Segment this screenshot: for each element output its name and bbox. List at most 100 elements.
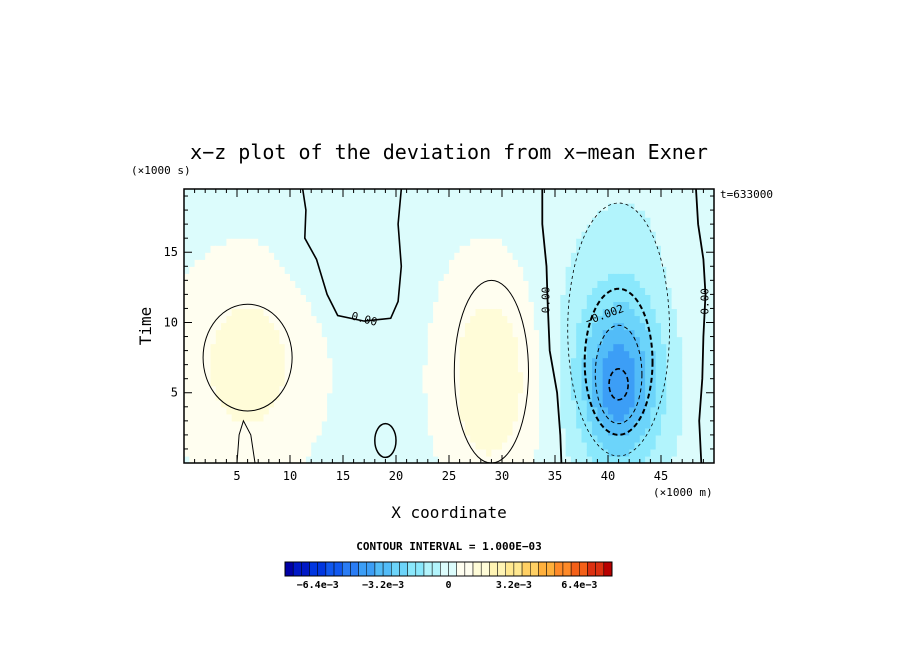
heatmap-cell [311,196,318,204]
heatmap-cell [512,434,519,443]
heatmap-cell [671,231,678,239]
heatmap-cell [226,329,233,338]
heatmap-cell [682,357,689,366]
heatmap-cell [565,385,572,394]
heatmap-cell [385,322,392,331]
heatmap-cell [438,245,445,253]
heatmap-cell [634,448,641,457]
heatmap-cell [491,301,498,310]
heatmap-cell [311,455,318,463]
heatmap-cell [427,413,434,422]
heatmap-cell [279,371,286,380]
heatmap-cell [634,434,641,443]
heatmap-cell [507,378,514,387]
heatmap-cell [374,343,381,352]
heatmap-cell [411,434,418,443]
heatmap-cell [618,245,625,253]
heatmap-cell [592,308,598,317]
heatmap-cell [480,448,487,457]
colorbar-swatch [497,561,506,577]
heatmap-cell [523,273,530,281]
heatmap-cell [576,301,583,310]
heatmap-cell [655,238,662,246]
heatmap-cell [475,224,482,232]
heatmap-cell [650,364,657,373]
heatmap-cell [364,392,371,401]
heatmap-cell [327,434,333,443]
heatmap-cell [475,385,482,394]
heatmap-cell [343,238,349,246]
heatmap-cell [385,224,392,232]
heatmap-cell [374,441,381,450]
heatmap-cell [390,441,397,450]
heatmap-cell [396,273,402,281]
heatmap-cell [459,343,466,352]
heatmap-cell [666,196,673,204]
heatmap-cell [639,231,646,239]
heatmap-cell [380,196,386,204]
heatmap-cell [396,308,402,317]
heatmap-cell [655,308,662,317]
heatmap-cell [284,294,291,303]
heatmap-cell [597,315,604,324]
heatmap-cell [613,280,620,288]
heatmap-cell [449,210,455,218]
heatmap-cell [231,231,238,239]
heatmap-cell [666,217,673,225]
heatmap-cell [194,357,201,366]
heatmap-cell [411,238,418,246]
heatmap-cell [602,455,609,463]
heatmap-cell [687,385,694,394]
heatmap-cell [263,217,270,225]
heatmap-cell [486,315,492,324]
x-tick-label: 10 [283,469,297,483]
heatmap-cell [311,301,318,310]
heatmap-cell [199,189,206,197]
heatmap-cell [231,245,238,253]
heatmap-cell [576,427,583,436]
heatmap-cell [570,441,577,450]
heatmap-cell [374,280,381,288]
heatmap-cell [396,301,402,310]
heatmap-cell [290,364,296,373]
heatmap-cell [549,399,556,408]
heatmap-cell [401,385,408,394]
heatmap-cell [555,336,561,345]
heatmap-cell [629,350,636,359]
heatmap-cell [189,350,196,359]
heatmap-cell [268,350,275,359]
heatmap-cell [279,217,286,225]
heatmap-cell [661,371,667,380]
heatmap-cell [623,231,630,239]
heatmap-cell [629,210,636,218]
heatmap-cell [692,413,699,422]
heatmap-cell [528,287,535,295]
heatmap-cell [284,301,291,310]
heatmap-cell [210,336,217,345]
heatmap-cell [411,350,418,359]
heatmap-cell [348,259,355,267]
heatmap-cell [374,224,381,232]
heatmap-cell [698,252,704,260]
heatmap-cell [671,385,678,394]
heatmap-cell [438,315,445,324]
heatmap-cell [343,287,349,295]
heatmap-cell [221,322,227,331]
heatmap-cell [305,266,312,274]
heatmap-cell [480,217,487,225]
heatmap-cell [671,315,678,324]
heatmap-cell [523,322,530,331]
heatmap-cell [597,343,604,352]
heatmap-cell [555,189,561,197]
heatmap-cell [184,266,190,274]
heatmap-cell [422,203,429,211]
heatmap-cell [401,217,408,225]
heatmap-cell [321,364,328,373]
heatmap-cell [570,259,577,267]
heatmap-cell [592,371,598,380]
heatmap-cell [560,301,567,310]
heatmap-cell [290,196,296,204]
heatmap-cell [284,238,291,246]
heatmap-cell [348,266,355,274]
heatmap-cell [539,287,545,295]
